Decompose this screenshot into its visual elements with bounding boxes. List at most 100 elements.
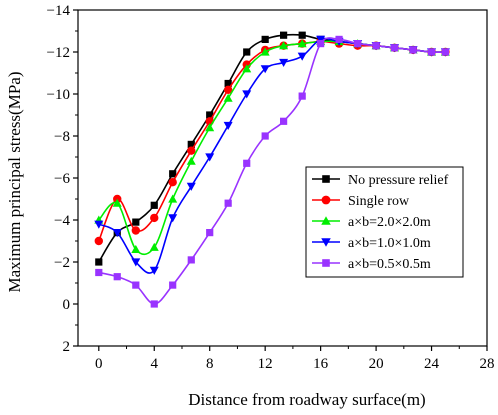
data-point [206, 111, 214, 119]
data-point [205, 123, 215, 132]
x-tick-label: 12 [258, 356, 273, 372]
legend-box [305, 166, 464, 278]
x-tick-label: 0 [95, 356, 103, 372]
data-point [260, 47, 270, 56]
data-point [187, 140, 195, 148]
data-point [113, 273, 121, 281]
data-point [335, 35, 343, 43]
data-point [261, 35, 269, 43]
data-point [112, 198, 122, 207]
data-point [242, 64, 252, 73]
data-point [321, 238, 331, 247]
data-point [321, 216, 331, 225]
data-point [242, 90, 252, 99]
data-point [243, 48, 251, 56]
data-point [409, 46, 417, 54]
data-point [94, 220, 104, 229]
data-point [354, 40, 362, 48]
data-point [224, 79, 232, 88]
data-point [205, 153, 215, 162]
data-point [298, 92, 306, 100]
data-point [187, 256, 195, 264]
data-point [112, 229, 122, 238]
legend-item: a×b=0.5×0.5m [312, 257, 431, 272]
data-point [169, 281, 177, 289]
y-tick-label: −2 [54, 255, 70, 271]
data-point [94, 236, 103, 246]
data-point [280, 117, 288, 125]
legend-item: No pressure relief [312, 173, 449, 188]
data-point [223, 121, 233, 130]
y-tick-label: −12 [47, 45, 70, 61]
data-point [224, 199, 232, 207]
data-point [322, 175, 330, 183]
data-point [298, 31, 306, 39]
legend-label: Single row [348, 194, 410, 209]
y-axis-label: Maximum principal stress(MPa) [5, 72, 24, 293]
y-tick-label: −6 [54, 171, 70, 187]
data-point [168, 214, 178, 223]
y-tick-label: −10 [47, 87, 70, 103]
data-point [150, 300, 158, 308]
x-tick-label: 28 [480, 356, 495, 372]
data-point [187, 146, 196, 155]
series-layer [94, 31, 450, 308]
data-point [260, 65, 270, 74]
legend-item: Single row [312, 194, 410, 209]
data-point [223, 93, 233, 102]
data-point [243, 159, 251, 167]
data-point [168, 178, 177, 187]
legend-label: a×b=2.0×2.0m [348, 215, 431, 230]
data-point [131, 258, 141, 267]
data-point [150, 213, 159, 223]
data-point [131, 244, 141, 253]
x-tick-label: 8 [206, 356, 214, 372]
data-point [316, 35, 326, 44]
x-axis-label: Distance from roadway surface(m) [188, 390, 425, 409]
y-tick-label: −4 [54, 213, 70, 229]
legend-label: a×b=1.0×1.0m [348, 236, 431, 251]
data-point [279, 58, 289, 67]
data-point [131, 226, 141, 235]
data-point [132, 281, 140, 289]
data-point [321, 195, 331, 205]
data-point [95, 268, 103, 277]
legend: No pressure relief Single row a×b=2.0×2.0m… [305, 166, 464, 278]
data-point [279, 41, 289, 50]
y-axis: −14 −12 −10 −8 −6 −4 −2 0 2 [47, 3, 78, 355]
data-point [297, 52, 307, 61]
data-point [441, 48, 450, 56]
y-tick-label: −14 [47, 3, 71, 19]
series-5 [95, 35, 450, 308]
data-point [261, 132, 269, 140]
data-point [186, 156, 196, 165]
data-point [95, 258, 103, 266]
legend-item: a×b=1.0×1.0m [312, 236, 431, 251]
x-axis: 0 4 8 12 16 20 24 28 [95, 346, 495, 372]
y-tick-label: −8 [54, 129, 70, 145]
x-tick-label: 4 [151, 356, 159, 372]
legend-label: a×b=0.5×0.5m [348, 257, 431, 272]
data-point [322, 259, 330, 267]
data-point [169, 170, 177, 178]
data-point [149, 266, 159, 275]
data-point [186, 182, 196, 191]
data-point [132, 218, 140, 226]
data-point [223, 85, 233, 95]
x-tick-label: 20 [369, 356, 384, 372]
y-tick-label: 0 [63, 297, 71, 313]
y-tick-label: 2 [63, 339, 71, 355]
data-point [149, 242, 159, 251]
x-tick-label: 24 [424, 356, 440, 372]
legend-label: No pressure relief [348, 173, 449, 188]
data-point [206, 229, 214, 237]
data-point [427, 48, 436, 56]
legend-item: a×b=2.0×2.0m [312, 215, 431, 230]
data-point [372, 42, 380, 50]
data-point [317, 40, 325, 48]
data-point [168, 194, 178, 203]
data-point [150, 201, 158, 209]
x-tick-label: 16 [313, 356, 329, 372]
data-point [390, 44, 399, 52]
